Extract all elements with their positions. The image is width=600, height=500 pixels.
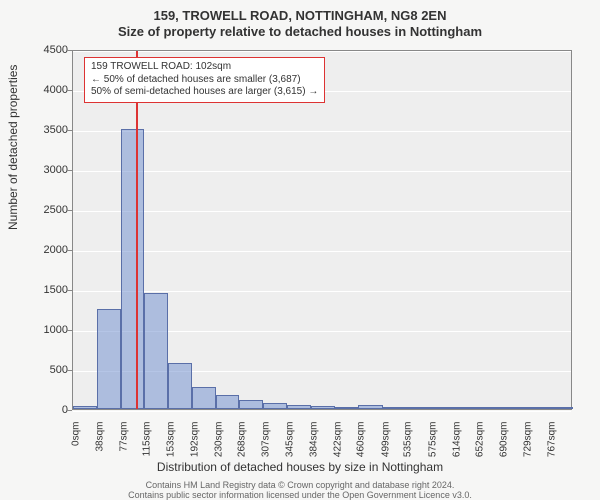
annotation-line2: ← 50% of detached houses are smaller (3,…: [91, 74, 318, 87]
histogram-bar: [477, 407, 501, 409]
histogram-bar: [263, 403, 287, 409]
chart-canvas: 159, TROWELL ROAD, NOTTINGHAM, NG8 2EN S…: [0, 0, 600, 500]
gridline: [73, 171, 571, 172]
chart-title-line2: Size of property relative to detached ho…: [0, 24, 600, 39]
gridline: [73, 51, 571, 52]
histogram-bar: [549, 407, 573, 409]
y-tick-label: 1500: [8, 284, 68, 296]
y-tick-label: 0: [8, 404, 68, 416]
chart-title-line1: 159, TROWELL ROAD, NOTTINGHAM, NG8 2EN: [0, 8, 600, 23]
gridline: [73, 251, 571, 252]
y-tick-mark: [67, 330, 72, 331]
gridline: [73, 131, 571, 132]
y-tick-label: 3500: [8, 124, 68, 136]
histogram-bar: [144, 293, 168, 409]
histogram-bar: [192, 387, 216, 409]
histogram-bar: [335, 407, 359, 409]
histogram-bar: [168, 363, 192, 409]
histogram-bar: [430, 407, 454, 409]
property-annotation: 159 TROWELL ROAD: 102sqm ← 50% of detach…: [84, 57, 325, 103]
y-tick-mark: [67, 130, 72, 131]
y-tick-mark: [67, 50, 72, 51]
x-axis-label: Distribution of detached houses by size …: [0, 460, 600, 474]
y-tick-mark: [67, 410, 72, 411]
gridline: [73, 291, 571, 292]
gridline: [73, 411, 571, 412]
histogram-bar: [97, 309, 121, 409]
y-tick-mark: [67, 90, 72, 91]
y-tick-label: 4000: [8, 84, 68, 96]
y-tick-mark: [67, 370, 72, 371]
y-tick-mark: [67, 250, 72, 251]
histogram-bar: [216, 395, 240, 409]
y-tick-label: 500: [8, 364, 68, 376]
histogram-bar: [287, 405, 311, 409]
y-tick-label: 1000: [8, 324, 68, 336]
y-tick-label: 3000: [8, 164, 68, 176]
histogram-bar: [525, 407, 549, 409]
histogram-bar: [239, 400, 263, 409]
y-tick-label: 4500: [8, 44, 68, 56]
y-tick-mark: [67, 290, 72, 291]
histogram-bar: [501, 407, 525, 409]
property-marker-line: [136, 51, 138, 409]
histogram-bar: [383, 407, 405, 409]
histogram-bar: [121, 129, 145, 409]
footer-line1: Contains HM Land Registry data © Crown c…: [0, 480, 600, 490]
histogram-bar: [405, 407, 430, 409]
plot-area: [72, 50, 572, 410]
y-tick-mark: [67, 170, 72, 171]
annotation-line1: 159 TROWELL ROAD: 102sqm: [91, 61, 318, 74]
histogram-bar: [73, 406, 97, 409]
y-tick-label: 2500: [8, 204, 68, 216]
histogram-bar: [454, 407, 478, 409]
histogram-bar: [311, 406, 335, 409]
annotation-line3: 50% of semi-detached houses are larger (…: [91, 86, 318, 99]
y-tick-label: 2000: [8, 244, 68, 256]
gridline: [73, 211, 571, 212]
footer-line2: Contains public sector information licen…: [0, 490, 600, 500]
y-tick-mark: [67, 210, 72, 211]
histogram-bar: [358, 405, 382, 409]
